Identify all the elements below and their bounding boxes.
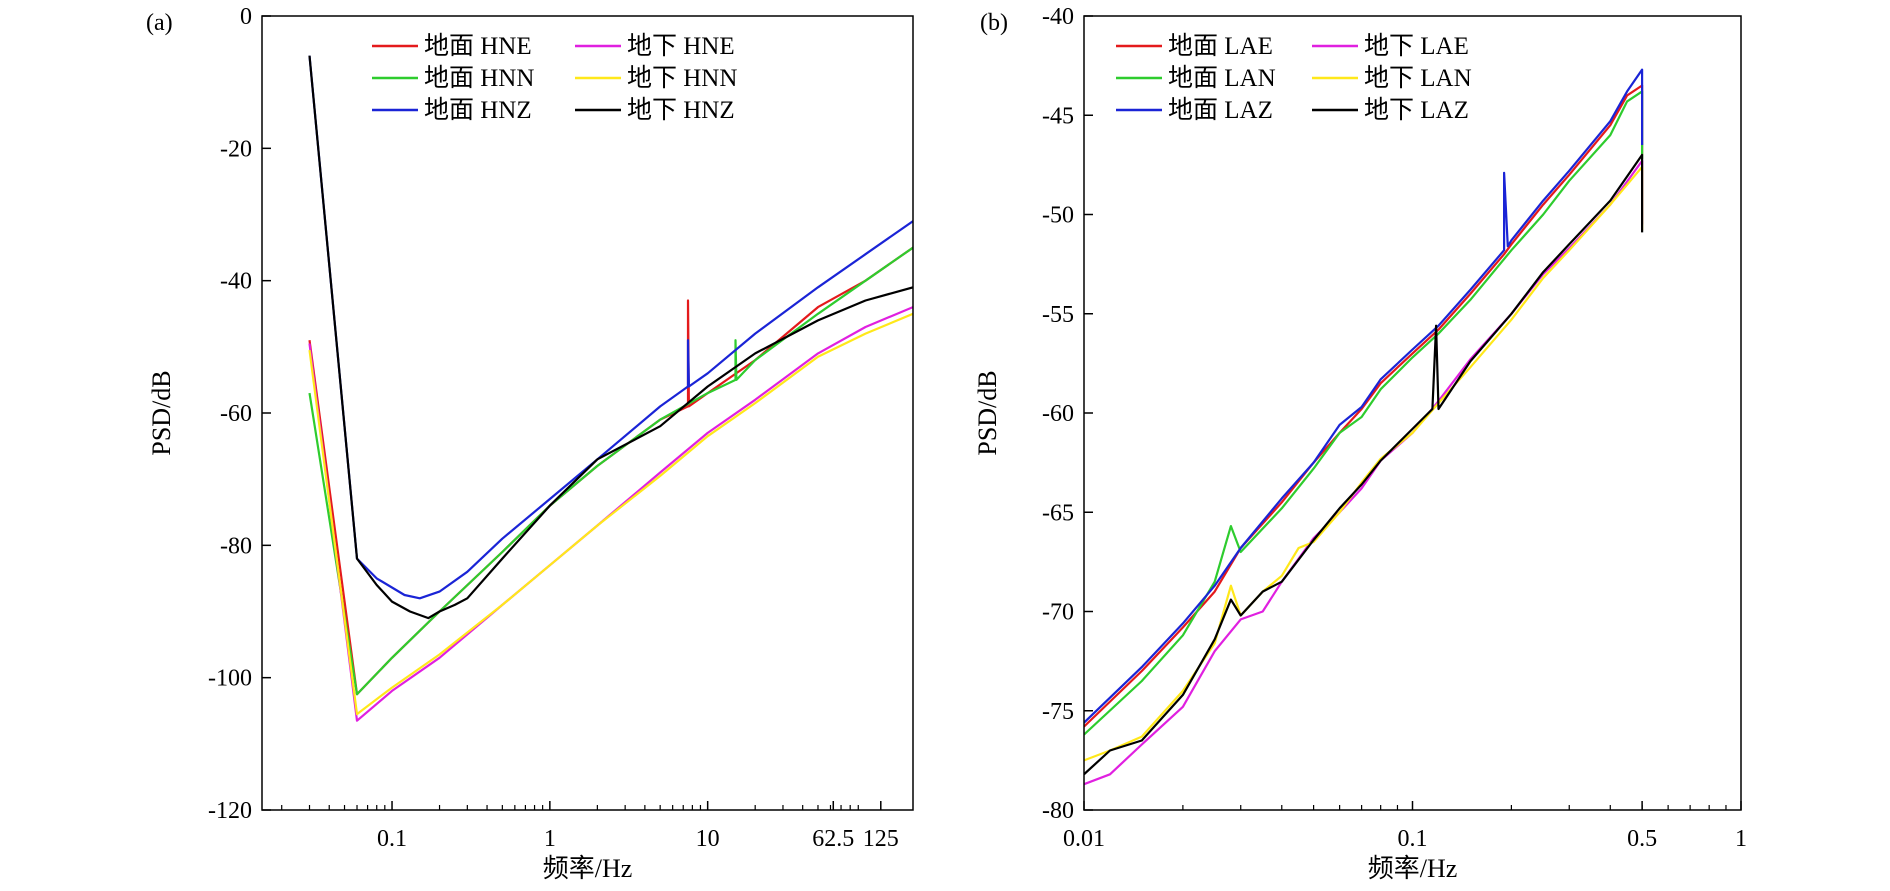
x-tick-label: 0.1	[377, 826, 407, 852]
y-tick-label: -70	[1042, 600, 1074, 626]
series-line-2	[308, 246, 913, 696]
x-axis-label: 频率/Hz	[543, 854, 633, 883]
y-tick-label: -55	[1042, 302, 1074, 328]
x-tick-label: 1	[544, 826, 556, 852]
x-tick-label: 0.1	[1398, 826, 1428, 852]
series-line-6	[308, 55, 913, 620]
legend-label-2: 地面 LAN	[1168, 64, 1276, 92]
legend-label-5: 地下 LAN	[1364, 64, 1472, 92]
y-tick-label: -65	[1042, 500, 1074, 526]
legend-label-3: 地面 HNZ	[424, 96, 532, 124]
x-tick-label: 10	[696, 826, 720, 852]
x-tick-label: 62.5	[812, 826, 854, 852]
y-tick-label: -45	[1042, 103, 1074, 129]
y-tick-label: -60	[220, 401, 252, 427]
legend-label-1: 地面 HNE	[424, 32, 532, 60]
y-axis-label: PSD/dB	[147, 370, 176, 455]
legend-label-1: 地面 LAE	[1168, 32, 1273, 60]
legend-label-6: 地下 LAZ	[1364, 96, 1469, 124]
legend-label-4: 地下 HNE	[627, 32, 735, 60]
chart-panel-a: (a) 0 -20 -40 -60 -80 -100 -120 0.1 1 10 62.5 125 频率/…	[146, 4, 914, 883]
legend-label-5: 地下 HNN	[627, 64, 737, 92]
series-line-4	[1084, 159, 1644, 786]
y-axis-label: PSD/dB	[973, 370, 1002, 455]
legend-label-4: 地下 LAE	[1364, 32, 1469, 60]
y-tick-label: -80	[220, 533, 252, 559]
y-tick-label: -100	[208, 666, 252, 692]
series-line-5	[308, 312, 913, 716]
series-group	[308, 55, 913, 722]
series-group	[1084, 68, 1644, 786]
legend: 地面 HNE 地面 HNN 地面 HNZ 地下 HNE 地下 HNN 地下 HNZ	[372, 32, 737, 124]
x-tick-label: 0.5	[1627, 826, 1657, 852]
x-axis-label: 频率/Hz	[1368, 854, 1458, 883]
legend: 地面 LAE 地面 LAN 地面 LAZ 地下 LAE 地下 LAN 地下 LAZ	[1116, 32, 1472, 124]
chart-panel-b: (b) -40 -45 -50 -55 -60 -65 -70 -75 -800.01 0.1 0.5…	[973, 4, 1747, 883]
y-tick-label: -120	[208, 798, 252, 824]
y-tick-label: -75	[1042, 699, 1074, 725]
x-tick-label: 125	[863, 826, 899, 852]
y-tick-label: -60	[1042, 401, 1074, 427]
legend-label-2: 地面 HNN	[424, 64, 534, 92]
series-line-2	[1084, 90, 1644, 736]
y-tick-label: -40	[1042, 4, 1074, 30]
x-tick-label: 1	[1735, 826, 1747, 852]
x-tick-label: 0.01	[1063, 826, 1105, 852]
y-tick-label: -80	[1042, 798, 1074, 824]
panel-label: (b)	[980, 10, 1008, 36]
series-line-3	[308, 55, 913, 600]
y-tick-label: -50	[1042, 203, 1074, 229]
y-tick-label: -20	[220, 136, 252, 162]
series-line-1	[308, 246, 913, 696]
y-tick-label: 0	[240, 4, 252, 30]
series-line-1	[1084, 84, 1644, 728]
series-line-3	[1084, 68, 1644, 724]
series-line-6	[1084, 153, 1644, 776]
legend-label-3: 地面 LAZ	[1168, 96, 1273, 124]
y-tick-label: -40	[220, 269, 252, 295]
panel-label: (a)	[146, 10, 173, 36]
legend-label-6: 地下 HNZ	[627, 96, 735, 124]
